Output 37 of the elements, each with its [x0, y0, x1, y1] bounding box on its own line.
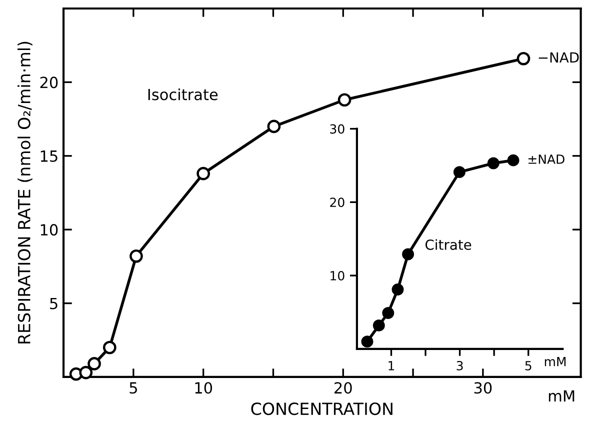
- point: [88, 357, 101, 370]
- point: [361, 336, 374, 348]
- y-tick-label: 10: [40, 224, 58, 236]
- point: [267, 120, 281, 134]
- point: [402, 248, 414, 260]
- y-tick-label: 20: [330, 198, 344, 208]
- point: [338, 93, 352, 107]
- annotation: mM: [544, 357, 566, 366]
- series-label: Citrate: [425, 239, 472, 250]
- point: [487, 157, 500, 170]
- text: Isocitrate: [148, 88, 218, 100]
- point: [453, 166, 466, 178]
- annotation: ±NAD: [528, 154, 564, 164]
- x-tick-label: 30: [474, 382, 492, 394]
- x-tick-label: 5: [130, 382, 137, 394]
- x-tick-label: 5: [525, 361, 532, 370]
- text: mM: [548, 390, 574, 402]
- x-tick-label: 1: [388, 361, 394, 370]
- point: [130, 249, 143, 263]
- point: [196, 166, 210, 180]
- point: [382, 306, 394, 319]
- point: [102, 340, 116, 354]
- point: [507, 154, 520, 166]
- y-tick-label: 15: [40, 150, 58, 162]
- x-axis-title: CONCENTRATION: [251, 402, 392, 416]
- point: [392, 284, 404, 296]
- y-axis-title: RESPIRATION RATE (nmol O₂/min·ml): [18, 42, 32, 344]
- point: [372, 319, 385, 332]
- y-tick-label: 5: [50, 298, 58, 310]
- x-tick-label: 10: [195, 382, 212, 394]
- point: [516, 52, 530, 66]
- y-tick-label: 20: [40, 76, 58, 88]
- annotation: −NAD: [538, 52, 579, 62]
- y-tick-label: 10: [330, 271, 344, 280]
- point: [79, 366, 93, 380]
- y-tick-label: 30: [330, 124, 344, 134]
- x-tick-label: 3: [456, 360, 463, 370]
